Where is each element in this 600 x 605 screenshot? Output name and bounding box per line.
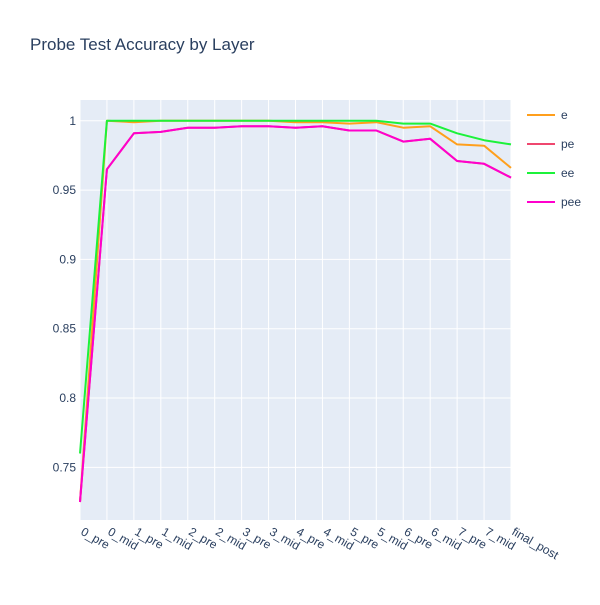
series-layer bbox=[79, 119, 512, 503]
y-tick-label: 0.85 bbox=[53, 322, 77, 336]
y-tick-label: 1 bbox=[69, 114, 76, 128]
chart-title: Probe Test Accuracy by Layer bbox=[30, 35, 255, 54]
series-line-pee[interactable] bbox=[79, 125, 512, 503]
legend-label: e bbox=[561, 108, 568, 122]
x-tick-label: final_post bbox=[510, 524, 562, 562]
x-tick-label: 6_pre bbox=[402, 524, 436, 552]
x-tick-label: 4_pre bbox=[294, 524, 328, 552]
legend-item-pe[interactable]: pe bbox=[527, 137, 575, 151]
x-tick-label: 4_mid bbox=[321, 524, 356, 552]
grid-layer bbox=[79, 100, 512, 520]
x-tick-label: 3_mid bbox=[267, 524, 302, 552]
x-tick-label: 0_pre bbox=[79, 524, 113, 552]
y-axis: 0.75 0.8 0.85 0.9 0.95 1 bbox=[53, 114, 77, 475]
x-tick-label: 2_pre bbox=[186, 524, 220, 552]
legend-item-ee[interactable]: ee bbox=[527, 166, 575, 180]
legend-label: ee bbox=[561, 166, 575, 180]
series-line-ee[interactable] bbox=[79, 119, 512, 454]
x-tick-label: 2_mid bbox=[213, 524, 248, 552]
x-tick-label: 5_mid bbox=[375, 524, 410, 552]
x-tick-label: 6_mid bbox=[429, 524, 464, 552]
series-pee[interactable] bbox=[79, 125, 512, 503]
x-axis: 0_pre0_mid1_pre1_mid2_pre2_mid3_pre3_mid… bbox=[79, 524, 562, 562]
series-ee[interactable] bbox=[79, 119, 512, 454]
y-tick-label: 0.95 bbox=[53, 183, 77, 197]
x-tick-label: 5_pre bbox=[348, 524, 382, 552]
legend-label: pee bbox=[561, 195, 581, 209]
x-tick-label: 3_pre bbox=[240, 524, 274, 552]
x-tick-label: 1_pre bbox=[132, 524, 166, 552]
y-tick-label: 0.75 bbox=[53, 460, 77, 474]
legend-item-e[interactable]: e bbox=[527, 108, 568, 122]
x-tick-label: 7_mid bbox=[483, 524, 518, 552]
x-tick-label: 1_mid bbox=[159, 524, 194, 552]
x-tick-label: 0_mid bbox=[105, 524, 140, 552]
y-tick-label: 0.8 bbox=[59, 391, 76, 405]
y-tick-label: 0.9 bbox=[59, 252, 76, 266]
legend-label: pe bbox=[561, 137, 575, 151]
legend[interactable]: e pe ee pee bbox=[527, 108, 581, 209]
x-tick-label: 7_pre bbox=[456, 524, 490, 552]
legend-item-pee[interactable]: pee bbox=[527, 195, 581, 209]
